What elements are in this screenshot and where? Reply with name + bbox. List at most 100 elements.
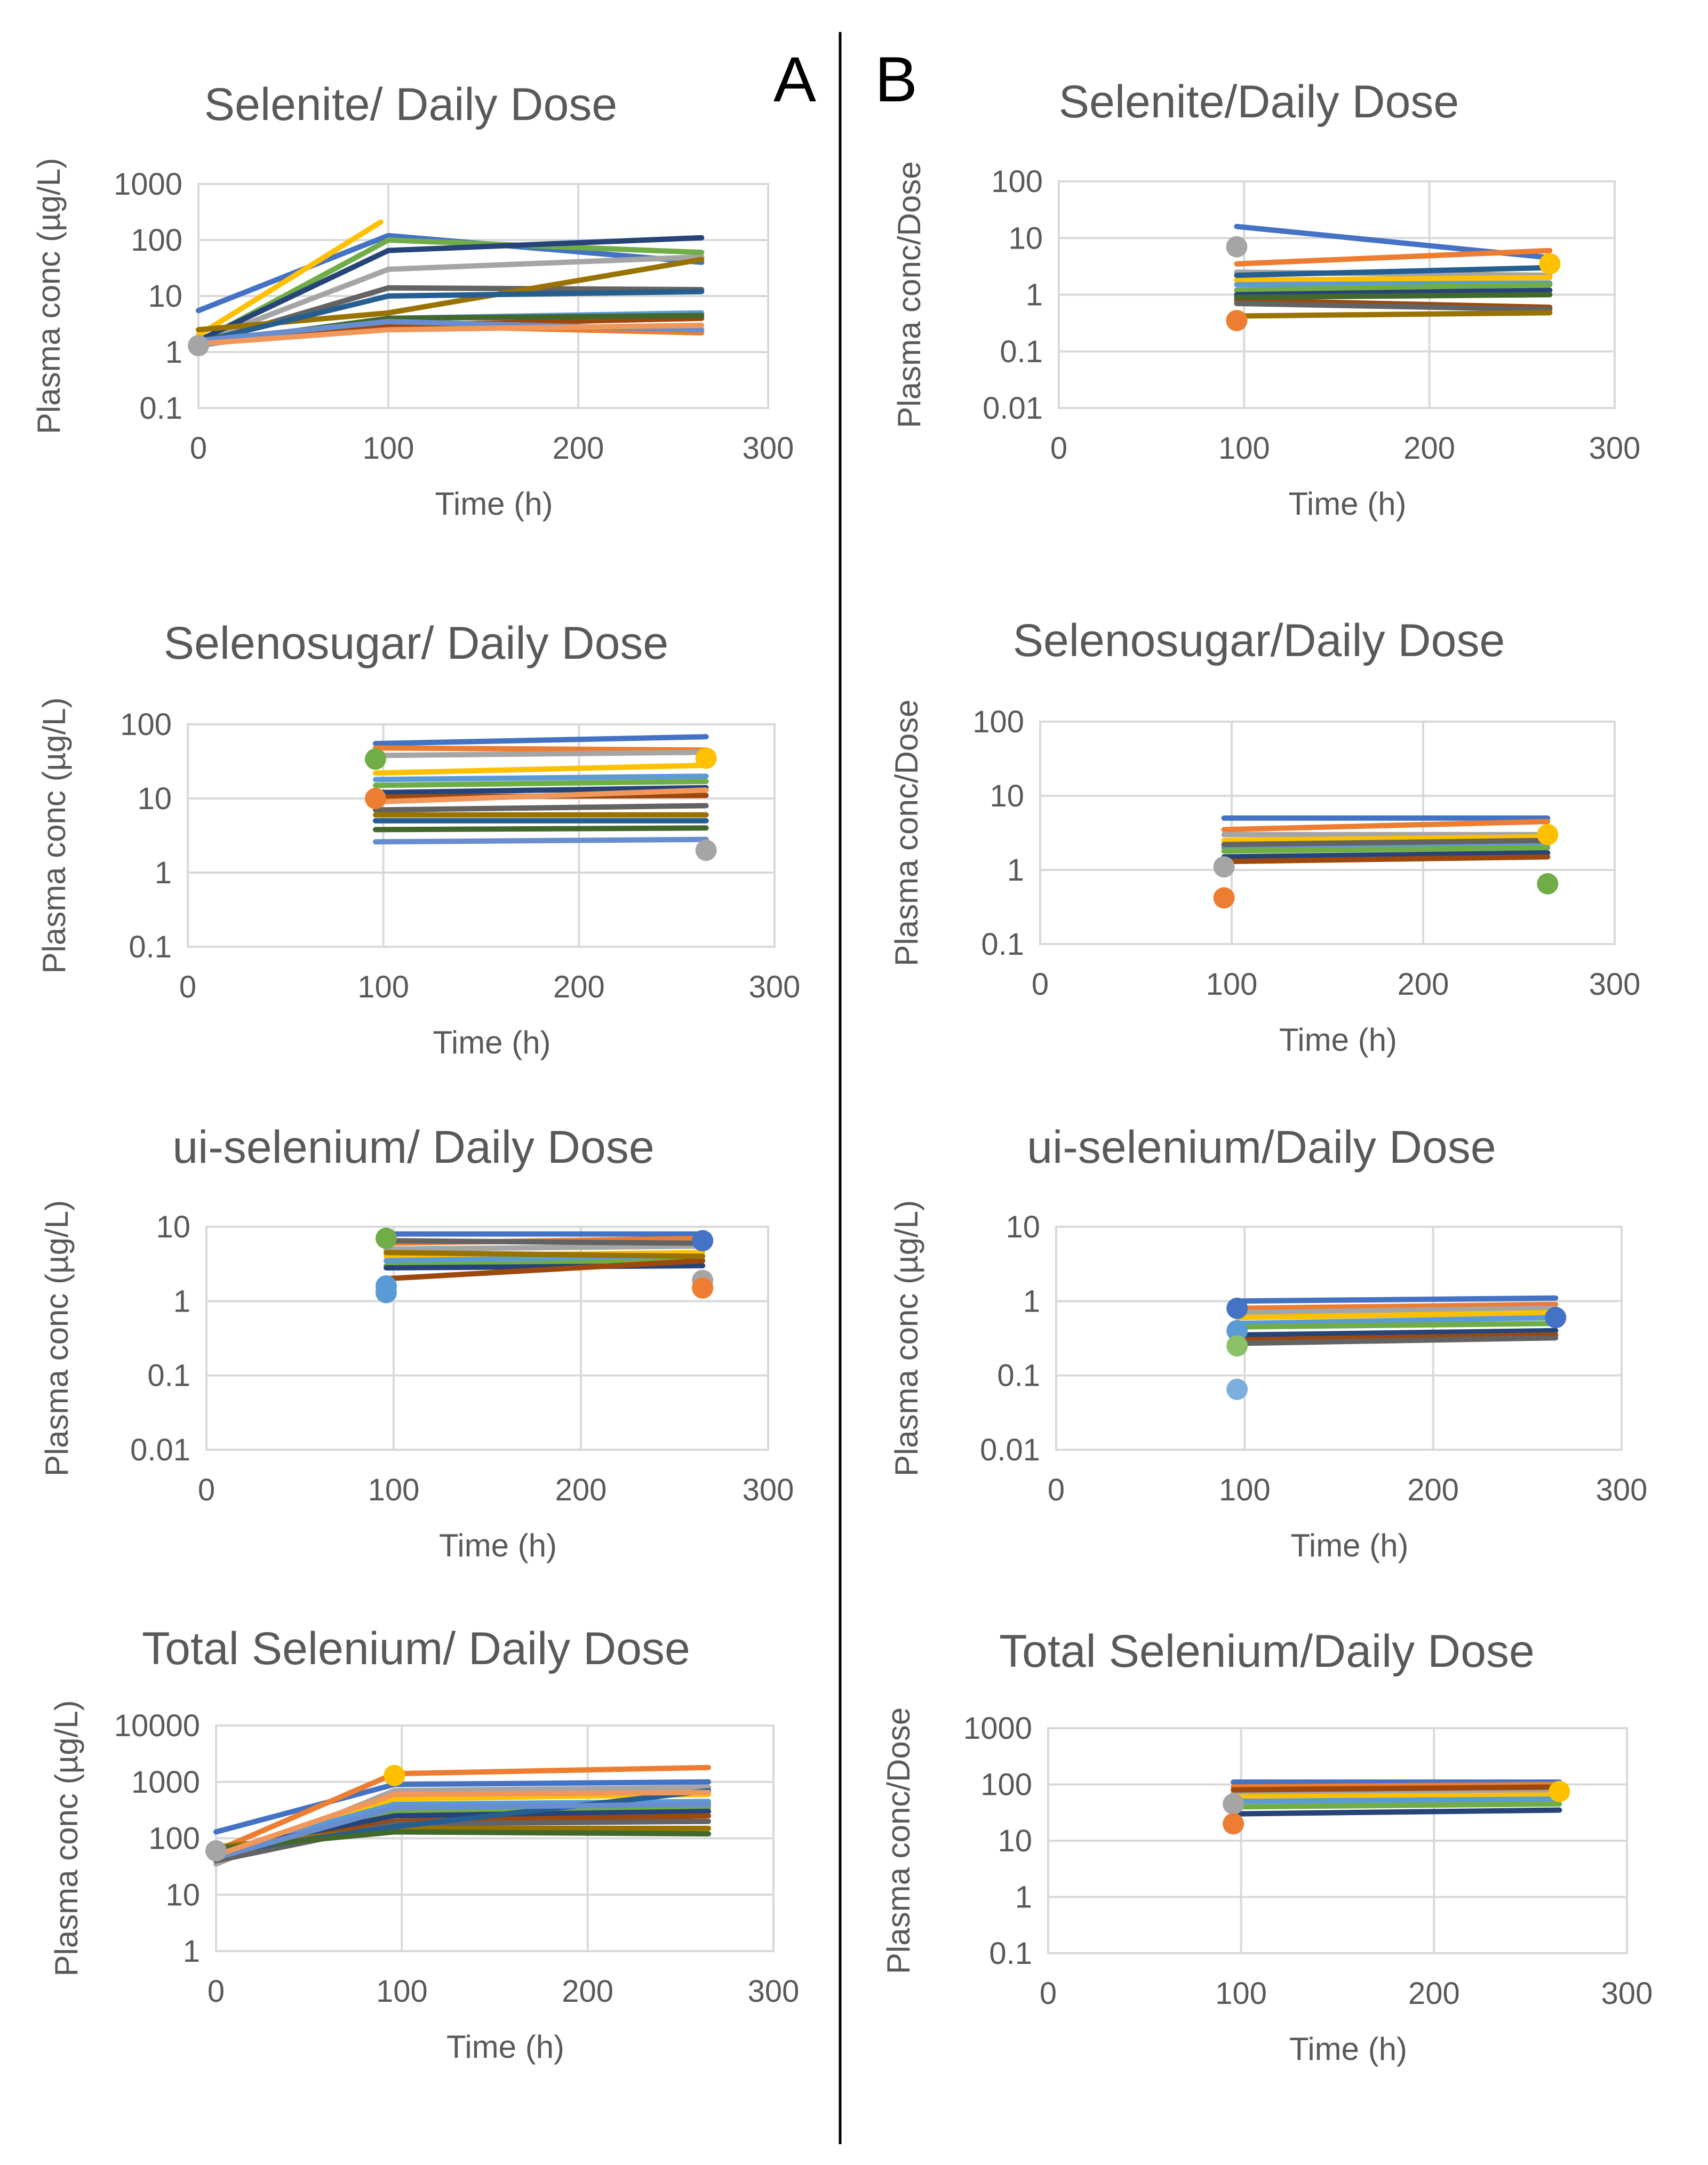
y-tick-label: 1 xyxy=(1015,1880,1032,1915)
chart-title: Selenosugar/Daily Dose xyxy=(1013,615,1505,666)
x-tick-label: 100 xyxy=(357,970,409,1004)
series-line-9 xyxy=(373,803,709,813)
series-line-10 xyxy=(1234,310,1553,319)
data-point-marker xyxy=(695,747,717,769)
x-tick-label: 0 xyxy=(1040,1976,1057,2011)
chart-a2: Selenosugar/ Daily Dose 0.1 1 10 100 0 100 200 3… xyxy=(36,618,800,1060)
series-line-3 xyxy=(196,254,705,345)
series-line-5 xyxy=(1234,1315,1559,1327)
y-axis-label: Plasma conc (µg/L) xyxy=(889,1200,924,1476)
series-line-3 xyxy=(384,1243,706,1252)
data-point-marker xyxy=(1226,1378,1248,1400)
y-tick-label: 10 xyxy=(148,279,182,314)
data-point-marker xyxy=(188,335,209,357)
y-tick-label: 0.1 xyxy=(147,1359,190,1393)
series-line-9 xyxy=(1234,1335,1559,1346)
y-tick-label: 0.1 xyxy=(1000,334,1043,369)
series-line-9 xyxy=(1221,837,1551,848)
y-tick-label: 100 xyxy=(991,164,1043,199)
x-tick-label: 100 xyxy=(368,1473,420,1507)
x-tick-label: 200 xyxy=(553,431,604,466)
series-line-4 xyxy=(1234,1309,1559,1321)
series-line-11 xyxy=(196,289,705,345)
y-tick-label: 10 xyxy=(1008,221,1043,255)
series-line-12 xyxy=(1234,292,1553,300)
data-point-marker xyxy=(1213,856,1235,878)
series-line-6 xyxy=(1234,282,1553,293)
y-tick-label: 0.1 xyxy=(997,1359,1040,1393)
data-point-marker xyxy=(692,1230,714,1252)
series-line-4 xyxy=(373,762,709,776)
y-tick-label: 0.1 xyxy=(989,1936,1032,1971)
x-tick-label: 300 xyxy=(1589,967,1641,1002)
series-line-11 xyxy=(1234,265,1553,278)
y-tick-label: 1 xyxy=(183,1934,200,1969)
y-tick-label: 100 xyxy=(131,223,182,258)
data-point-marker xyxy=(1539,253,1561,275)
x-tick-label: 0 xyxy=(190,431,207,466)
data-point-marker xyxy=(1226,1335,1248,1357)
series-line-6 xyxy=(1221,845,1551,854)
series-line-2 xyxy=(373,745,709,753)
data-point-marker xyxy=(365,788,386,809)
series-line-2 xyxy=(1234,1301,1559,1311)
y-tick-label: 0.01 xyxy=(980,1433,1040,1467)
series-line-6 xyxy=(1231,1801,1562,1810)
y-tick-label: 1000 xyxy=(114,167,182,202)
series-line-3 xyxy=(1231,1787,1562,1796)
series-line-14 xyxy=(196,322,705,347)
chart-title: ui-selenium/ Daily Dose xyxy=(172,1122,654,1173)
series-line-7 xyxy=(1221,850,1551,860)
series-line-5 xyxy=(1231,1796,1562,1804)
data-point-marker xyxy=(205,1840,227,1862)
y-tick-label: 0.01 xyxy=(983,391,1043,426)
y-tick-label: 100 xyxy=(148,1822,200,1856)
x-axis-label: Time (h) xyxy=(1279,1022,1397,1058)
x-tick-label: 0 xyxy=(1050,431,1067,466)
x-axis-label: Time (h) xyxy=(433,1025,550,1060)
data-point-marker xyxy=(1537,824,1559,845)
series-line-5 xyxy=(373,773,709,782)
y-tick-label: 10 xyxy=(137,781,172,816)
series-line-2 xyxy=(1234,247,1553,267)
series-line-13 xyxy=(213,1801,712,1861)
x-axis-label: Time (h) xyxy=(439,1528,557,1563)
x-tick-label: 100 xyxy=(1215,1976,1267,2011)
x-tick-label: 100 xyxy=(1218,431,1270,466)
series-line-1 xyxy=(1234,1295,1559,1304)
chart-title: Total Selenium/ Daily Dose xyxy=(142,1623,690,1674)
series-line-12 xyxy=(373,825,709,833)
series-line-5 xyxy=(1221,842,1551,851)
y-tick-label: 1 xyxy=(173,1284,190,1319)
x-tick-label: 300 xyxy=(1601,1976,1653,2011)
series-line-8 xyxy=(384,1258,706,1282)
y-axis-label: Plasma conc/Dose xyxy=(889,699,924,966)
series-line-4 xyxy=(1221,834,1551,843)
x-axis-label: Time (h) xyxy=(1290,1528,1408,1563)
series-line-9 xyxy=(213,1818,712,1864)
x-tick-label: 200 xyxy=(1403,431,1455,466)
x-tick-label: 300 xyxy=(743,1473,794,1507)
y-tick-label: 10 xyxy=(989,779,1024,813)
y-axis-label: Plasma conc (µg/L) xyxy=(39,1200,75,1476)
series-line-6 xyxy=(1234,1321,1559,1330)
x-tick-label: 200 xyxy=(555,1473,607,1507)
series-line-9 xyxy=(1234,301,1553,313)
y-tick-label: 0.1 xyxy=(139,391,182,426)
chart-title: Selenosugar/ Daily Dose xyxy=(164,618,669,669)
x-tick-label: 300 xyxy=(743,431,794,466)
y-tick-label: 0.01 xyxy=(130,1433,190,1467)
x-tick-label: 300 xyxy=(1596,1473,1648,1507)
series-line-8 xyxy=(1221,854,1551,865)
x-tick-label: 200 xyxy=(1398,967,1449,1002)
series-line-4 xyxy=(196,219,384,338)
y-axis-label: Plasma conc/Dose xyxy=(891,161,927,428)
x-tick-label: 200 xyxy=(562,1974,613,2009)
x-axis-label: Time (h) xyxy=(1288,486,1406,522)
data-point-marker xyxy=(1223,1793,1244,1815)
data-point-marker xyxy=(692,1277,714,1299)
y-tick-label: 0.1 xyxy=(981,927,1024,962)
data-point-marker xyxy=(1226,1320,1248,1341)
x-tick-label: 0 xyxy=(1032,967,1049,1002)
